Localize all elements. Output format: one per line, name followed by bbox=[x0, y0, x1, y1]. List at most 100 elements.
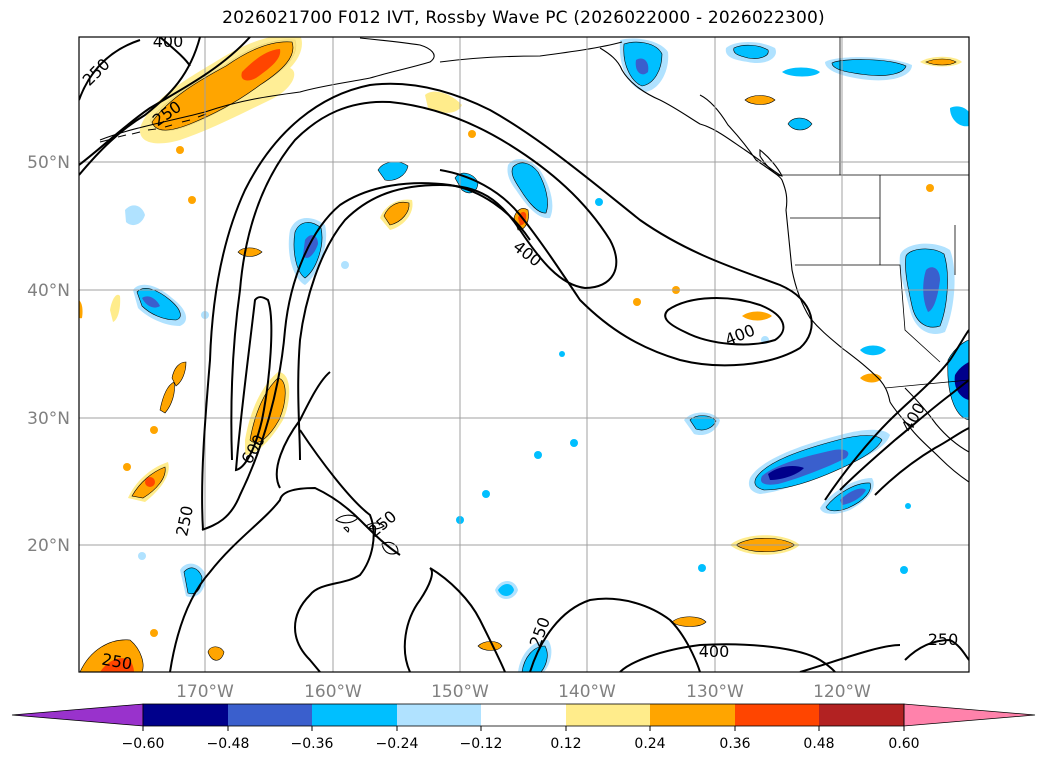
colorbar-bin-4 bbox=[397, 704, 481, 726]
contour-250-baja bbox=[824, 329, 969, 501]
positive-anomaly-dot-1 bbox=[188, 196, 196, 204]
negative-anomaly-dot-11 bbox=[905, 503, 911, 509]
gridlines bbox=[79, 37, 969, 672]
positive-anomaly-dot-7 bbox=[633, 298, 641, 306]
negative-anomaly-west-c bbox=[142, 296, 160, 308]
contour-label-250-corner: 250 bbox=[100, 650, 133, 674]
colorbar-label-012: 0.12 bbox=[550, 736, 581, 752]
negative-anomaly-ne-3 bbox=[782, 67, 820, 77]
colorbar-bin-8 bbox=[735, 704, 819, 726]
contour-250-outer-wave bbox=[201, 82, 813, 531]
hawaii-3 bbox=[381, 541, 399, 555]
negative-anomaly-socal bbox=[860, 345, 886, 356]
contour-400-inner-2 bbox=[201, 182, 531, 531]
negative-anomaly-subtropical-2c bbox=[840, 488, 866, 505]
colorbar-label-neg048: −0.48 bbox=[207, 736, 250, 752]
ivt-contours bbox=[79, 37, 969, 672]
contour-400-south bbox=[619, 643, 836, 672]
contour-400-closed bbox=[664, 297, 785, 346]
negative-anomaly-dot-1 bbox=[341, 261, 349, 269]
contour-250-south-central bbox=[169, 486, 401, 672]
contour-250-south-2 bbox=[403, 567, 506, 672]
hawaii-4 bbox=[343, 526, 350, 533]
negative-anomaly-ne-5 bbox=[950, 106, 969, 127]
negative-anomaly-subtropical-large-d bbox=[768, 466, 804, 480]
positive-anomaly-dot-6 bbox=[468, 130, 476, 138]
negative-anomaly-dot-4 bbox=[570, 439, 578, 447]
negative-anomaly-ne-2b bbox=[831, 59, 907, 76]
contour-400-northwest bbox=[79, 37, 251, 166]
negative-anomaly-gulf-c bbox=[635, 58, 649, 75]
alaska-coast bbox=[99, 37, 435, 141]
positive-anomaly-small-1b bbox=[383, 201, 410, 226]
positive-anomaly-west-2 bbox=[171, 361, 187, 387]
contour-label-400-north: 400 bbox=[153, 32, 184, 51]
colorbar-label-048: 0.48 bbox=[803, 736, 834, 752]
negative-anomaly-dot-8 bbox=[595, 198, 603, 206]
positive-anomaly-dot-5 bbox=[150, 629, 158, 637]
colorbar-label-060: 0.60 bbox=[888, 736, 919, 752]
latitude-labels: 50°N 40°N 30°N 20°N bbox=[27, 153, 70, 556]
negative-anomaly-dot-3 bbox=[559, 351, 565, 357]
negative-anomaly-dot-6 bbox=[482, 490, 490, 498]
positive-anomaly-dot-9 bbox=[926, 184, 934, 192]
contour-400-baja bbox=[839, 379, 969, 496]
colorbar-label-neg036: −0.36 bbox=[291, 736, 334, 752]
colorbar-label-024: 0.24 bbox=[634, 736, 665, 752]
longitude-labels: 170°W 160°W 150°W 140°W 130°W 120°W bbox=[176, 682, 871, 702]
colorbar-bin-5 bbox=[481, 704, 566, 726]
map-frame bbox=[78, 36, 970, 673]
colorbar-bin-6 bbox=[566, 704, 650, 726]
colorbar-label-neg024: −0.24 bbox=[376, 736, 419, 752]
lat-label-30n: 30°N bbox=[27, 409, 70, 429]
colorbar-label-neg060: −0.60 bbox=[122, 736, 165, 752]
lon-label-150w: 150°W bbox=[431, 682, 489, 702]
positive-anomaly-small-9 bbox=[671, 616, 707, 627]
colorbar-bin-3 bbox=[312, 704, 397, 726]
positive-anomaly-small-10 bbox=[477, 641, 503, 651]
positive-anomaly-small-5 bbox=[744, 95, 776, 105]
contour-600-jet bbox=[234, 296, 273, 472]
us-west-coast bbox=[785, 209, 891, 403]
lon-label-140w: 140°W bbox=[558, 682, 616, 702]
negative-anomaly-ne-1b bbox=[733, 44, 769, 59]
positive-anomaly-west-4 bbox=[79, 300, 83, 319]
lat-label-50n: 50°N bbox=[27, 153, 70, 173]
map-panel: 400 250 250 400 400 600 250 250 250 400 … bbox=[78, 32, 970, 674]
lon-label-170w: 170°W bbox=[176, 682, 234, 702]
political-borders bbox=[780, 37, 969, 389]
positive-anomaly-subtropical-2c bbox=[145, 477, 155, 487]
positive-anomaly-corner-core bbox=[100, 658, 134, 672]
contour-250-south-east-2 bbox=[799, 638, 969, 672]
colorbar-bin-1 bbox=[143, 704, 228, 726]
negative-anomaly-south-2b bbox=[498, 584, 514, 597]
positive-anomaly-socal bbox=[860, 373, 882, 383]
positive-anomaly-dot-3 bbox=[150, 426, 158, 434]
map-title: 2026021700 F012 IVT, Rossby Wave PC (202… bbox=[222, 8, 825, 28]
contour-label-250-southeast: 250 bbox=[928, 630, 959, 649]
colorbar: −0.60 −0.48 −0.36 −0.24 −0.12 0.12 0.24 … bbox=[11, 703, 1036, 752]
positive-anomaly-subtropical-1b bbox=[249, 377, 286, 443]
aleutian-chain bbox=[99, 113, 207, 143]
colorbar-arrow-max bbox=[903, 703, 1036, 727]
negative-anomaly-dot-9 bbox=[698, 564, 706, 572]
positive-anomaly-west-3 bbox=[110, 294, 121, 322]
colorbar-arrow-min bbox=[11, 703, 144, 727]
negative-anomaly-mid-1b bbox=[689, 415, 717, 431]
bc-coast bbox=[699, 94, 788, 211]
coastlines bbox=[99, 37, 969, 555]
positive-anomaly-small-6b bbox=[925, 58, 957, 66]
lat-label-20n: 20°N bbox=[27, 536, 70, 556]
positive-anomaly-small-11 bbox=[207, 646, 225, 661]
colorbar-label-036: 0.36 bbox=[719, 736, 750, 752]
negative-anomaly-dot-12 bbox=[138, 552, 146, 560]
colorbar-ticks bbox=[142, 726, 905, 731]
contour-label-400-south: 400 bbox=[699, 642, 730, 661]
contour-400-inner-wave bbox=[230, 100, 618, 461]
positive-anomaly-aleutian-core2 bbox=[241, 49, 281, 81]
lon-label-130w: 130°W bbox=[686, 682, 744, 702]
lon-label-120w: 120°W bbox=[813, 682, 871, 702]
colorbar-bin-9 bbox=[819, 704, 904, 726]
negative-anomaly-center-b bbox=[511, 162, 548, 214]
